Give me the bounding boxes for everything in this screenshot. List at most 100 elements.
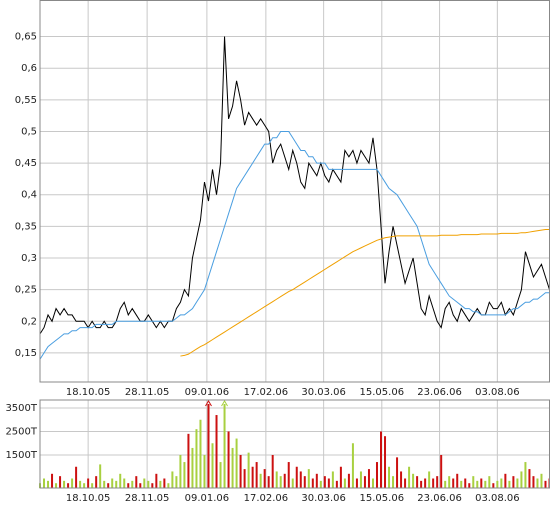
volume-bar <box>536 478 539 488</box>
plot-frame <box>39 399 550 489</box>
volume-bar <box>359 471 362 488</box>
volume-bar <box>508 480 511 488</box>
volume-bar <box>496 480 499 488</box>
volume-bar <box>384 436 387 488</box>
volume-bar <box>87 478 90 488</box>
volume-bar <box>412 473 415 488</box>
volume-bar <box>408 466 411 488</box>
volume-bar <box>355 478 358 488</box>
volume-bar <box>195 429 198 488</box>
y-tick-label: 0,65 <box>15 32 37 43</box>
volume-bar <box>255 462 258 488</box>
volume-bar <box>299 471 302 488</box>
volume-bar <box>319 480 322 488</box>
volume-bar <box>91 483 94 488</box>
x-tick-label: 30.03.06 <box>301 387 346 398</box>
x-tick-label: 30.03.06 <box>301 493 346 504</box>
volume-bar <box>512 476 515 488</box>
volume-bar <box>315 473 318 488</box>
volume-bar <box>452 478 455 488</box>
plot-frame <box>39 0 550 383</box>
volume-bar <box>492 483 495 488</box>
volume-bar <box>516 478 519 488</box>
volume-bar <box>99 464 102 488</box>
volume-bar <box>63 480 66 488</box>
y-tick-label: 0,4 <box>21 190 37 201</box>
volume-bar <box>111 478 114 488</box>
volume-bar <box>247 452 250 488</box>
x-tick-label: 18.10.05 <box>66 493 111 504</box>
volume-bar <box>375 462 378 488</box>
volume-bar <box>436 476 439 488</box>
x-tick-label: 15.05.06 <box>360 387 405 398</box>
volume-bar <box>179 455 182 488</box>
volume-bar <box>476 480 479 488</box>
volume-bar <box>367 469 370 488</box>
volume-bar <box>335 480 338 488</box>
volume-bar <box>183 462 186 488</box>
volume-bar <box>331 471 334 488</box>
volume-bar <box>291 478 294 488</box>
volume-bar <box>420 480 423 488</box>
volume-bar <box>448 476 451 488</box>
x-tick-label: 09.01.06 <box>185 387 230 398</box>
volume-bar <box>271 455 274 488</box>
volume-bar <box>388 466 391 488</box>
volume-bar <box>456 473 459 488</box>
volume-bar <box>187 433 190 488</box>
volume-bar <box>95 476 98 488</box>
volume-bar <box>79 480 82 488</box>
volume-bar <box>287 462 290 488</box>
clip-arrow <box>205 400 212 407</box>
volume-bar <box>55 483 58 488</box>
x-tick-label: 28.11.05 <box>125 387 170 398</box>
volume-bar <box>464 478 467 488</box>
volume-bar <box>155 473 158 488</box>
y-tick-label: 0,5 <box>21 126 37 137</box>
volume-bar <box>267 476 270 488</box>
x-tick-label: 03.08.06 <box>475 493 520 504</box>
volume-bar <box>404 478 407 488</box>
volume-bar <box>215 415 218 488</box>
y-tick-label: 0,6 <box>21 63 37 74</box>
x-tick-label: 17.02.06 <box>244 493 289 504</box>
volume-bar <box>416 476 419 488</box>
volume-bar <box>239 455 242 488</box>
y-tick-label: 0,15 <box>15 348 37 359</box>
volume-bar <box>380 431 383 488</box>
y-tick-label: 1500T <box>5 450 37 461</box>
volume-bar <box>520 471 523 488</box>
volume-bar <box>243 469 246 488</box>
volume-bar <box>75 466 78 488</box>
volume-bar <box>432 478 435 488</box>
volume-bar <box>167 483 170 488</box>
volume-bar <box>472 476 475 488</box>
volume-bar <box>191 447 194 488</box>
volume-bar <box>211 443 214 488</box>
volume-bar <box>51 473 54 488</box>
x-tick-label: 23.06.06 <box>417 387 462 398</box>
volume-bar <box>524 462 527 488</box>
volume-bar <box>115 480 118 488</box>
volume-bar <box>119 473 122 488</box>
volume-bar <box>400 471 403 488</box>
x-tick-label: 28.11.05 <box>125 493 170 504</box>
volume-bar <box>327 478 330 488</box>
volume-bar <box>135 476 138 488</box>
volume-bar <box>71 478 74 488</box>
x-tick-label: 03.08.06 <box>475 387 520 398</box>
y-tick-label: 2500T <box>5 426 37 437</box>
volume-bar <box>223 404 226 488</box>
y-tick-label: 0,35 <box>15 221 37 232</box>
volume-bar <box>307 469 310 488</box>
x-tick-label: 09.01.06 <box>185 493 230 504</box>
volume-bar <box>171 471 174 488</box>
volume-bar <box>480 478 483 488</box>
volume-bar <box>371 478 374 488</box>
volume-bar <box>263 469 266 488</box>
volume-bar <box>424 478 427 488</box>
volume-bar <box>83 483 86 488</box>
volume-bar <box>235 438 238 488</box>
volume-bar <box>343 478 346 488</box>
